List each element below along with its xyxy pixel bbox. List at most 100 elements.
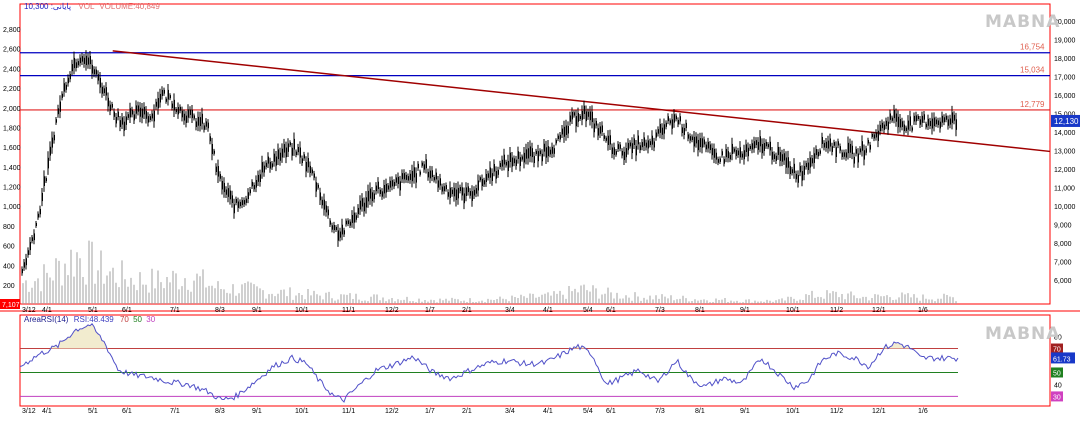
candle-body bbox=[41, 192, 43, 202]
candle-body bbox=[87, 57, 89, 65]
rsi-x-axis-tick-label: 4/1 bbox=[42, 408, 52, 415]
left-corner-badge bbox=[0, 299, 20, 309]
candle-body bbox=[93, 69, 95, 75]
rsi-header: AreaRSI(14) RSI:48.439 70 50 30 bbox=[24, 315, 155, 324]
candle-body bbox=[301, 158, 303, 164]
candle-body bbox=[481, 178, 483, 187]
candle-body bbox=[171, 103, 173, 108]
candle-body bbox=[91, 64, 93, 74]
left-axis-tick-label: 1,400 bbox=[3, 165, 21, 172]
candle-body bbox=[423, 164, 425, 170]
candle-body bbox=[685, 122, 687, 129]
candle-body bbox=[173, 99, 175, 111]
candle-body bbox=[225, 189, 227, 195]
left-axis-tick-label: 200 bbox=[3, 283, 15, 290]
rsi-x-axis-tick-label: 3/12 bbox=[22, 408, 36, 415]
rsi-x-axis-tick-label: 2/1 bbox=[462, 408, 472, 415]
candle-body bbox=[401, 173, 403, 180]
candle-body bbox=[669, 120, 671, 124]
candle-body bbox=[937, 120, 939, 125]
candle-body bbox=[415, 173, 417, 183]
candle-body bbox=[903, 124, 905, 131]
candle-body bbox=[233, 204, 235, 214]
candle-body bbox=[731, 143, 733, 155]
horizontal-level-label: 12,779 bbox=[1020, 100, 1045, 109]
candle-body bbox=[615, 151, 617, 155]
candle-body bbox=[99, 77, 101, 88]
candle-body bbox=[567, 125, 569, 134]
candle-body bbox=[103, 88, 105, 94]
candle-body bbox=[797, 175, 799, 183]
candle-body bbox=[97, 74, 99, 81]
candle-body bbox=[131, 109, 133, 115]
candle-body bbox=[393, 181, 395, 187]
candle-body bbox=[319, 192, 321, 201]
candle-body bbox=[57, 108, 59, 115]
candle-body bbox=[23, 262, 25, 268]
candle-body bbox=[603, 135, 605, 139]
candle-body bbox=[329, 220, 331, 225]
rsi-x-axis-tick-label: 1/7 bbox=[425, 408, 435, 415]
rsi-line bbox=[19, 322, 959, 403]
candle-body bbox=[323, 199, 325, 210]
candle-body bbox=[699, 138, 701, 147]
candle-body bbox=[649, 141, 651, 146]
candle-body bbox=[243, 200, 245, 205]
x-axis-tick-label: 2/1 bbox=[462, 307, 472, 314]
candle-body bbox=[449, 187, 451, 199]
candle-body bbox=[89, 55, 91, 65]
candle-body bbox=[821, 136, 823, 144]
candle-body bbox=[717, 158, 719, 163]
volume-value: VOLUME:40,849 bbox=[99, 2, 160, 11]
candle-body bbox=[561, 128, 563, 135]
candle-body bbox=[457, 187, 459, 199]
candle-body bbox=[115, 117, 117, 124]
candle-body bbox=[835, 147, 837, 157]
candle-body bbox=[579, 115, 581, 120]
candle-body bbox=[925, 123, 927, 128]
candle-body bbox=[297, 146, 299, 153]
candle-body bbox=[313, 173, 315, 178]
left-axis-tick-label: 2,000 bbox=[3, 106, 21, 113]
candle-body bbox=[543, 143, 545, 152]
current-price-label: 12,130 bbox=[1054, 117, 1079, 126]
x-axis-tick-label: 3/4 bbox=[505, 307, 515, 314]
candle-body bbox=[61, 93, 63, 98]
candle-body bbox=[369, 188, 371, 199]
candle-body bbox=[675, 115, 677, 120]
candle-body bbox=[623, 151, 625, 161]
candle-body bbox=[557, 135, 559, 140]
candle-body bbox=[589, 111, 591, 121]
candle-body bbox=[663, 124, 665, 134]
candle-body bbox=[639, 145, 641, 151]
horizontal-level-label: 15,034 bbox=[1020, 66, 1045, 75]
candle-body bbox=[407, 176, 409, 181]
rsi-x-axis-tick-label: 1/6 bbox=[918, 408, 928, 415]
candle-body bbox=[919, 119, 921, 125]
candle-body bbox=[529, 146, 531, 157]
candle-body bbox=[195, 121, 197, 127]
candle-body bbox=[117, 111, 119, 118]
candle-body bbox=[163, 89, 165, 94]
candle-body bbox=[849, 143, 851, 153]
candle-body bbox=[109, 104, 111, 112]
candle-body bbox=[877, 130, 879, 141]
left-axis-tick-label: 1,800 bbox=[3, 125, 21, 132]
candle-body bbox=[77, 61, 79, 66]
x-axis-tick-label: 10/1 bbox=[295, 307, 309, 314]
candle-body bbox=[229, 190, 231, 200]
candle-body bbox=[795, 173, 797, 180]
x-axis-tick-label: 9/1 bbox=[740, 307, 750, 314]
candle-body bbox=[625, 148, 627, 158]
candle-body bbox=[747, 147, 749, 157]
left-axis-tick-label: 400 bbox=[3, 263, 15, 270]
x-axis-tick-label: 11/1 bbox=[342, 307, 355, 314]
candle-body bbox=[761, 144, 763, 154]
candle-body bbox=[221, 181, 223, 190]
candle-body bbox=[73, 57, 75, 69]
candle-body bbox=[255, 180, 257, 188]
candle-body bbox=[521, 156, 523, 160]
candle-body bbox=[161, 89, 163, 96]
